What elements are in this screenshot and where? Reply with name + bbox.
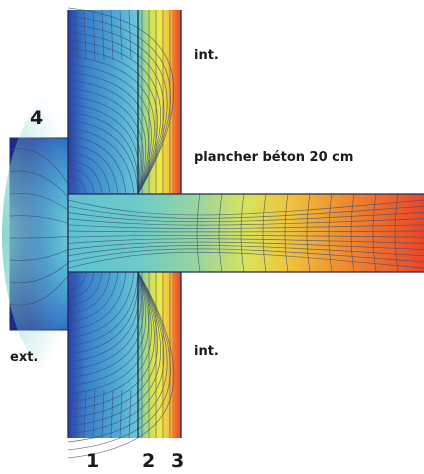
isoline: [67, 7, 175, 195]
isoline: [67, 39, 161, 195]
isolines: [9, 7, 424, 459]
label-int-top: int.: [194, 48, 219, 63]
isoline: [128, 389, 132, 439]
isoline: [67, 271, 165, 435]
isoline: [67, 234, 424, 238]
isoline: [67, 47, 158, 195]
isoline: [67, 224, 424, 229]
isoline: [67, 271, 152, 403]
isoline: [9, 193, 69, 211]
isoline: [67, 218, 424, 226]
isoline: [67, 71, 149, 195]
isoline: [67, 15, 171, 195]
isoline: [67, 271, 171, 451]
isoline: [110, 389, 114, 439]
isoline: [372, 193, 377, 273]
isoline: [101, 389, 105, 439]
isoline: [67, 95, 142, 195]
isoline: [67, 119, 139, 195]
isoline: [67, 271, 139, 347]
label-number-1: 1: [86, 450, 100, 472]
isoline: [67, 271, 87, 291]
isoline: [67, 230, 424, 233]
isoline: [67, 175, 87, 195]
isoline: [67, 212, 424, 223]
isoline: [67, 79, 147, 195]
isoline: [9, 148, 69, 184]
isoline: [9, 249, 69, 261]
concrete-slab: [68, 194, 424, 272]
label-number-3: 3: [171, 450, 185, 472]
isoline: [83, 389, 87, 439]
isoline: [67, 238, 424, 244]
isoline: [67, 31, 165, 195]
isoline: [9, 170, 69, 198]
isoline: [240, 193, 245, 273]
isoline: [67, 271, 142, 371]
isoline: [119, 9, 123, 61]
isoline: [9, 236, 69, 239]
isoline: [92, 9, 96, 61]
isoline: [67, 271, 140, 363]
isoline: [74, 389, 78, 439]
isoline: [67, 271, 149, 395]
isoline: [92, 389, 96, 439]
isoline: [67, 271, 111, 315]
label-slab: plancher béton 20 cm: [194, 150, 354, 165]
isoline: [218, 193, 223, 273]
isoline: [119, 389, 123, 439]
isoline: [67, 159, 103, 195]
isoline: [128, 9, 132, 61]
isoline: [67, 251, 424, 269]
isoline: [83, 9, 87, 61]
isoline: [67, 127, 135, 195]
isoline: [110, 9, 114, 61]
isoline: [74, 9, 78, 61]
isoline: [350, 193, 355, 273]
isoline: [67, 271, 161, 427]
isoline: [196, 193, 201, 273]
isoline: [9, 262, 69, 284]
isoline: [67, 199, 424, 216]
isoline: [67, 271, 103, 307]
isoline: [67, 248, 424, 263]
label-ext: ext.: [10, 350, 39, 365]
isoline: [67, 271, 158, 419]
isoline: [284, 193, 289, 273]
outlines: [67, 10, 424, 438]
isoline: [67, 167, 95, 195]
isoline: [67, 271, 127, 331]
isoline: [67, 271, 168, 443]
isoline: [262, 193, 267, 273]
label-number-2: 2: [142, 450, 156, 472]
isoline: [328, 193, 333, 273]
isoline: [67, 271, 119, 323]
label-int-bottom: int.: [194, 344, 219, 359]
isoline: [67, 205, 424, 219]
isoline: [306, 193, 311, 273]
isoline: [67, 143, 119, 195]
isoline: [67, 271, 175, 459]
label-number-4: 4: [30, 107, 44, 129]
isoline: [9, 215, 69, 224]
isoline: [67, 271, 135, 339]
isoline: [67, 135, 127, 195]
isoline: [394, 193, 399, 273]
isoline: [67, 63, 152, 195]
isoline: [67, 151, 111, 195]
isoline: [67, 103, 140, 195]
isoline: [67, 245, 424, 257]
isoline: [67, 241, 424, 250]
isoline: [67, 271, 147, 387]
isoline: [67, 271, 95, 299]
isoline: [101, 9, 105, 61]
isoline: [9, 275, 69, 306]
